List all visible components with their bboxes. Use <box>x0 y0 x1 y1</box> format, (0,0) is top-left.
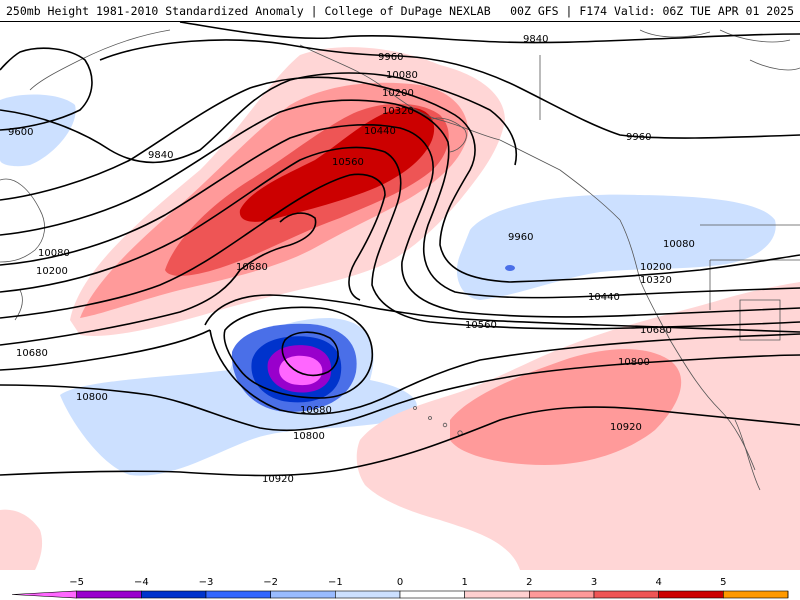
contour-label: 9960 <box>508 232 533 243</box>
colorbar-segment <box>270 590 336 599</box>
colorbar-tick-label: 0 <box>397 577 403 588</box>
contour-label: 10080 <box>386 70 418 81</box>
contour-label: 10080 <box>38 248 70 259</box>
colorbar-tick-label: 3 <box>591 577 597 588</box>
colorbar-tick-label: −1 <box>328 577 343 588</box>
map-header: 250mb Height 1981-2010 Standardized Anom… <box>0 0 800 22</box>
coastlines <box>0 29 800 491</box>
contour-labels: 9840 9960 10080 10200 10320 10440 10560 … <box>8 34 695 485</box>
contour-label: 10680 <box>640 325 672 336</box>
colorbar-segment <box>723 590 789 599</box>
colorbar-tick-label: 2 <box>526 577 532 588</box>
contour-label: 10680 <box>300 405 332 416</box>
model-run-info: 00Z GFS | F174 Valid: 06Z TUE APR 01 202… <box>510 4 794 18</box>
contour-label: 9840 <box>148 150 173 161</box>
height-contours <box>0 22 800 477</box>
contour-label: 10200 <box>382 88 414 99</box>
contour-label: 9960 <box>626 132 651 143</box>
contour-label: 10560 <box>465 320 497 331</box>
colorbar-tick-label: −3 <box>199 577 214 588</box>
contour-label: 10320 <box>382 106 414 117</box>
contour-label: 10200 <box>36 266 68 277</box>
colorbar-tick-label: 1 <box>461 577 467 588</box>
contour-label: 10080 <box>663 239 695 250</box>
contour-label: 10440 <box>364 126 396 137</box>
colorbar-segment <box>529 590 595 599</box>
contour-label: 10920 <box>610 422 642 433</box>
anomaly-colorbar: −5 −4 −3 −2 −1 0 1 2 3 4 5 <box>0 570 800 600</box>
colorbar-tick-label: −4 <box>134 577 149 588</box>
colorbar-segment <box>141 590 207 599</box>
contour-label: 9960 <box>378 52 403 63</box>
colorbar-segment <box>205 590 271 599</box>
map-title: 250mb Height 1981-2010 Standardized Anom… <box>6 4 491 18</box>
contour-label: 10800 <box>618 357 650 368</box>
anomaly-map: 9840 9960 10080 10200 10320 10440 10560 … <box>0 22 800 570</box>
colorbar-tick-label: 5 <box>720 577 726 588</box>
colorbar-ticks: −5 −4 −3 −2 −1 0 1 2 3 4 5 <box>69 577 726 588</box>
contour-label: 9840 <box>523 34 548 45</box>
colorbar-tick-label: −5 <box>69 577 84 588</box>
contour-label: 10320 <box>640 275 672 286</box>
contour-label: 10680 <box>16 348 48 359</box>
negative-anomaly-shading <box>0 94 776 476</box>
colorbar-segment <box>593 590 659 599</box>
contour-label: 10800 <box>293 431 325 442</box>
colorbar-segment <box>335 590 401 599</box>
colorbar-segment <box>399 590 465 599</box>
colorbar-segment <box>11 590 77 599</box>
contour-label: 9600 <box>8 127 33 138</box>
contour-label: 10680 <box>236 262 268 273</box>
colorbar-tick-label: −2 <box>263 577 278 588</box>
colorbar-tick-label: 4 <box>655 577 661 588</box>
contour-label: 10800 <box>76 392 108 403</box>
contour-label: 10920 <box>262 474 294 485</box>
colorbar-segments <box>11 590 789 599</box>
positive-anomaly-shading <box>0 47 800 570</box>
colorbar-segment <box>658 590 724 599</box>
contour-label: 10440 <box>588 292 620 303</box>
contour-label: 10560 <box>332 157 364 168</box>
contour-label: 10200 <box>640 262 672 273</box>
colorbar-segment <box>464 590 530 599</box>
colorbar-segment <box>76 590 142 599</box>
